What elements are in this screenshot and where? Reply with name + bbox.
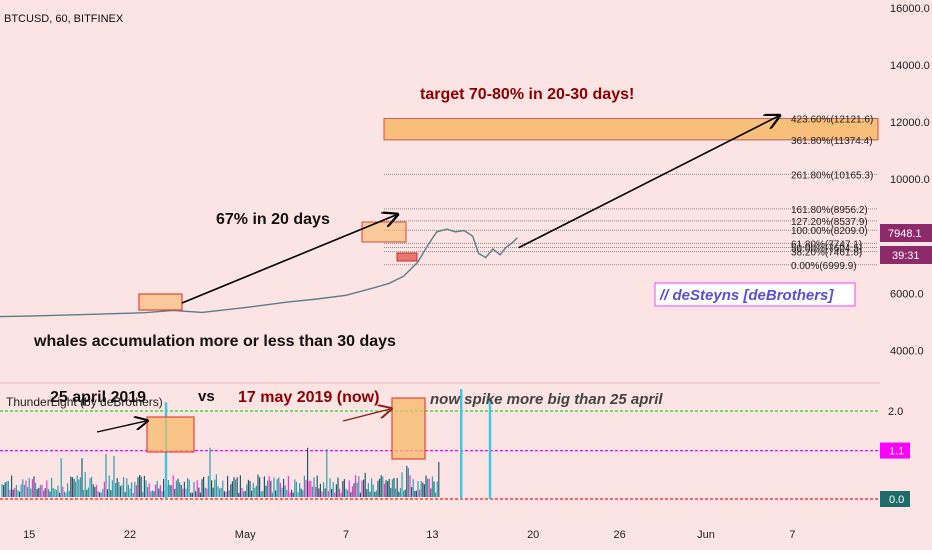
fib-label: 0.00%(6999.9) xyxy=(791,261,857,272)
indicator-level-label: 2.0 xyxy=(888,406,903,418)
fib-label: 38.20%(7461.8) xyxy=(791,248,862,259)
date2-annotation: 17 may 2019 (now) xyxy=(238,389,379,406)
april-spike-box xyxy=(146,416,195,453)
time-tick-label: 7 xyxy=(789,529,795,541)
fib-label: 361.80%(11374.4) xyxy=(791,136,873,147)
whales-annotation: whales accumulation more or less than 30… xyxy=(33,333,396,350)
symbol-label: BTCUSD, 60, BITFINEX xyxy=(4,13,124,25)
price-tick-label: 16000.0 xyxy=(890,3,930,15)
target-annotation: target 70-80% in 20-30 days! xyxy=(420,86,634,103)
indicator-level-label: 1.1 xyxy=(889,446,904,458)
countdown-label: 39:31 xyxy=(892,250,920,262)
accumulation-box xyxy=(138,293,183,311)
indicator-title: ThunderLight (by deBrothers) xyxy=(6,395,163,409)
fib-label: 127.20%(8537.9) xyxy=(791,217,868,228)
time-tick-label: 26 xyxy=(613,529,625,541)
time-tick-label: 13 xyxy=(426,529,438,541)
date1-annotation: 25 april 2019 xyxy=(50,389,146,406)
time-axis: 15 22 May 7 13 20 26 Jun 7 xyxy=(23,529,795,541)
price-tick-label: 4000.0 xyxy=(890,345,924,357)
indicator-level-label: 0.0 xyxy=(889,494,904,506)
time-tick-label: May xyxy=(235,529,256,541)
low-box xyxy=(396,252,418,262)
fib-label: 161.80%(8956.2) xyxy=(791,205,868,216)
indicator-pane: 2.0 1.1 0.0 xyxy=(0,389,910,507)
time-tick-label: 15 xyxy=(23,529,35,541)
fib-label: 423.60%(12121.6) xyxy=(791,115,873,126)
price-axis: 16000.014000.012000.010000.08000.06000.0… xyxy=(890,3,930,358)
price-tick-label: 12000.0 xyxy=(890,117,930,129)
fib-label: 61.80%(7747.1) xyxy=(791,239,862,250)
signature-box xyxy=(654,282,856,307)
last-price-badge xyxy=(880,224,932,242)
april-arrow xyxy=(96,421,146,433)
countdown-badge xyxy=(880,246,932,264)
time-tick-label: 20 xyxy=(527,529,539,541)
fib-label: 100.00%(8209.0) xyxy=(791,226,868,237)
time-tick-label: 22 xyxy=(124,529,136,541)
projection-arrow xyxy=(518,116,778,249)
price-tick-label: 10000.0 xyxy=(890,174,930,186)
may-spike-box xyxy=(391,397,426,460)
fibonacci-levels: 423.60%(12121.6) 361.80%(11374.4) 261.80%(… xyxy=(383,115,879,272)
indicator-level-badge xyxy=(880,442,910,459)
fib-label: 50.00%(7604.5) xyxy=(791,243,862,254)
vs-annotation: vs xyxy=(198,388,215,405)
time-tick-label: Jun xyxy=(697,529,715,541)
price-tick-label: 6000.0 xyxy=(890,288,924,300)
indicator-level-badge xyxy=(880,491,910,507)
gain-annotation: 67% in 20 days xyxy=(216,211,330,228)
time-tick-label: 7 xyxy=(343,529,349,541)
signature-text: // deSteyns [deBrothers] xyxy=(659,287,834,304)
price-tick-label: 14000.0 xyxy=(890,60,930,72)
spike-note: now spike more big than 25 april xyxy=(430,391,663,408)
gain-arrow xyxy=(181,215,396,304)
last-price-label: 7948.1 xyxy=(888,228,922,240)
top-box xyxy=(361,221,407,243)
fib-label: 261.80%(10165.3) xyxy=(791,170,873,181)
price-line xyxy=(0,228,518,318)
may-arrow xyxy=(342,409,390,422)
